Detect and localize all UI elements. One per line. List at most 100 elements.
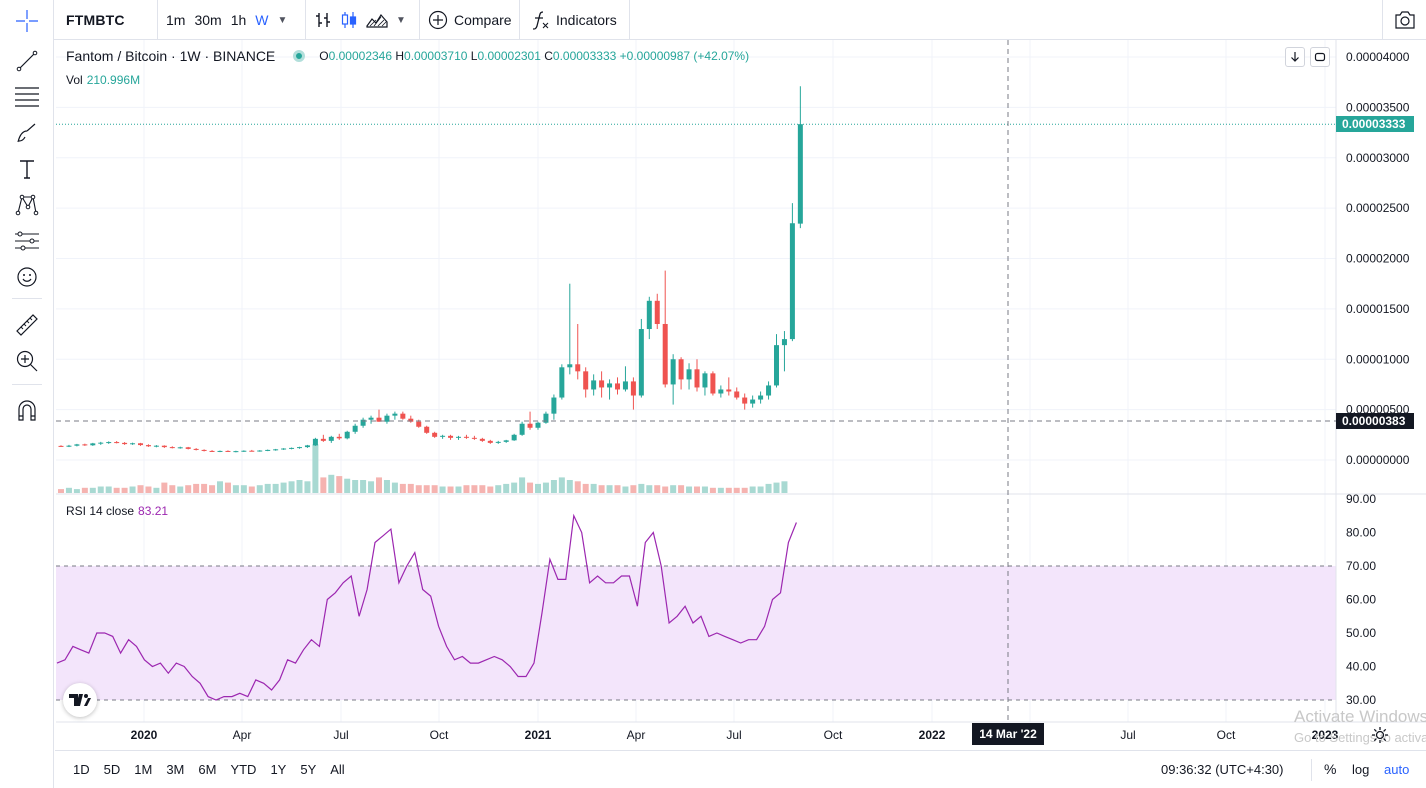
fib-retracement-tool[interactable]: [10, 80, 44, 114]
candle[interactable]: [630, 377, 636, 410]
candle[interactable]: [161, 445, 167, 448]
candle[interactable]: [440, 434, 446, 439]
candle[interactable]: [487, 439, 493, 444]
candle[interactable]: [336, 433, 342, 440]
candle[interactable]: [106, 441, 112, 444]
range-5d[interactable]: 5D: [103, 762, 121, 777]
candle[interactable]: [344, 430, 350, 440]
candle[interactable]: [289, 447, 295, 450]
candle[interactable]: [559, 364, 565, 400]
candle[interactable]: [368, 415, 374, 424]
range-1d[interactable]: 1D: [73, 762, 90, 777]
candle[interactable]: [249, 449, 255, 452]
symbol-search-button[interactable]: FTMBTC: [56, 0, 158, 40]
candle[interactable]: [789, 203, 795, 342]
candle[interactable]: [710, 371, 716, 396]
brush-tool[interactable]: [10, 116, 44, 150]
candle[interactable]: [90, 442, 96, 446]
candle[interactable]: [694, 359, 700, 392]
text-tool[interactable]: [10, 152, 44, 186]
candle[interactable]: [241, 450, 247, 452]
candle[interactable]: [479, 437, 485, 442]
candle[interactable]: [281, 448, 287, 450]
candle[interactable]: [217, 450, 223, 453]
chevron-down-icon[interactable]: ▼: [277, 14, 288, 26]
candle[interactable]: [519, 421, 525, 436]
maximize-pane-button[interactable]: [1310, 47, 1330, 67]
candle[interactable]: [297, 446, 302, 449]
range-6m[interactable]: 6M: [198, 762, 217, 777]
candle[interactable]: [360, 417, 366, 428]
candle[interactable]: [575, 323, 581, 380]
candle[interactable]: [122, 442, 128, 445]
candle[interactable]: [726, 377, 732, 396]
candle[interactable]: [599, 371, 605, 398]
candle[interactable]: [551, 394, 557, 420]
price-scale[interactable]: 0.00004000 0.00003500 0.00003000 0.00002500…: [1346, 50, 1410, 467]
candle[interactable]: [781, 331, 787, 372]
clock-timezone[interactable]: 09:36:32 (UTC+4:30): [1161, 762, 1284, 777]
range-5y[interactable]: 5Y: [300, 762, 317, 777]
candle[interactable]: [225, 450, 231, 452]
auto-scale-toggle[interactable]: auto: [1384, 762, 1410, 777]
interval-30m[interactable]: 30m: [194, 12, 222, 28]
interval-w[interactable]: W: [255, 12, 269, 28]
tradingview-logo[interactable]: [63, 683, 97, 717]
candle[interactable]: [265, 449, 271, 452]
candle[interactable]: [320, 434, 326, 442]
candle[interactable]: [718, 385, 724, 398]
candle[interactable]: [424, 425, 430, 434]
chart-type-chevron-down-icon[interactable]: ▼: [396, 14, 406, 26]
crosshair-tool[interactable]: [10, 4, 44, 38]
volume-legend[interactable]: Vol 210.996M: [66, 73, 140, 87]
candle[interactable]: [615, 377, 620, 395]
candle[interactable]: [774, 334, 779, 388]
candle[interactable]: [376, 409, 382, 422]
candle[interactable]: [495, 440, 501, 444]
candle[interactable]: [177, 446, 183, 449]
candle[interactable]: [273, 448, 279, 451]
candles[interactable]: [58, 86, 803, 453]
candle[interactable]: [535, 421, 541, 430]
candle[interactable]: [511, 433, 517, 441]
indicators-button[interactable]: Indicators: [520, 0, 630, 40]
candle[interactable]: [138, 442, 143, 446]
candle[interactable]: [670, 354, 676, 405]
candle[interactable]: [408, 415, 414, 423]
candle[interactable]: [662, 270, 668, 388]
range-all[interactable]: All: [330, 762, 345, 777]
range-ytd[interactable]: YTD: [230, 762, 257, 777]
scroll-down-button[interactable]: [1285, 47, 1305, 67]
rsi-legend[interactable]: RSI 14 close 83.21: [66, 504, 168, 518]
interval-1m[interactable]: 1m: [166, 12, 186, 28]
candle[interactable]: [567, 283, 573, 375]
candle[interactable]: [654, 293, 660, 330]
chart-settings-button[interactable]: [1371, 726, 1389, 744]
legend-title[interactable]: Fantom / Bitcoin · 1W · BINANCE: [66, 48, 276, 64]
candle[interactable]: [82, 443, 88, 446]
candle[interactable]: [678, 357, 684, 390]
candle[interactable]: [766, 381, 772, 400]
prediction-tool[interactable]: [10, 224, 44, 258]
candle[interactable]: [638, 318, 644, 398]
candle[interactable]: [130, 442, 136, 445]
range-1m[interactable]: 1M: [134, 762, 153, 777]
candle[interactable]: [607, 379, 613, 400]
percent-scale-toggle[interactable]: %: [1324, 761, 1337, 777]
candle[interactable]: [622, 366, 628, 392]
market-status-icon[interactable]: [293, 50, 306, 62]
candle[interactable]: [114, 441, 120, 444]
candle[interactable]: [646, 296, 652, 340]
candle[interactable]: [471, 435, 477, 440]
icon-tool[interactable]: [10, 260, 44, 294]
interval-1h[interactable]: 1h: [230, 12, 247, 28]
candle[interactable]: [734, 387, 740, 400]
candle[interactable]: [543, 411, 549, 424]
candle[interactable]: [185, 446, 191, 450]
candle[interactable]: [463, 434, 469, 439]
candle[interactable]: [583, 367, 589, 398]
range-3m[interactable]: 3M: [166, 762, 185, 777]
candle[interactable]: [456, 435, 461, 440]
candle[interactable]: [193, 448, 199, 451]
